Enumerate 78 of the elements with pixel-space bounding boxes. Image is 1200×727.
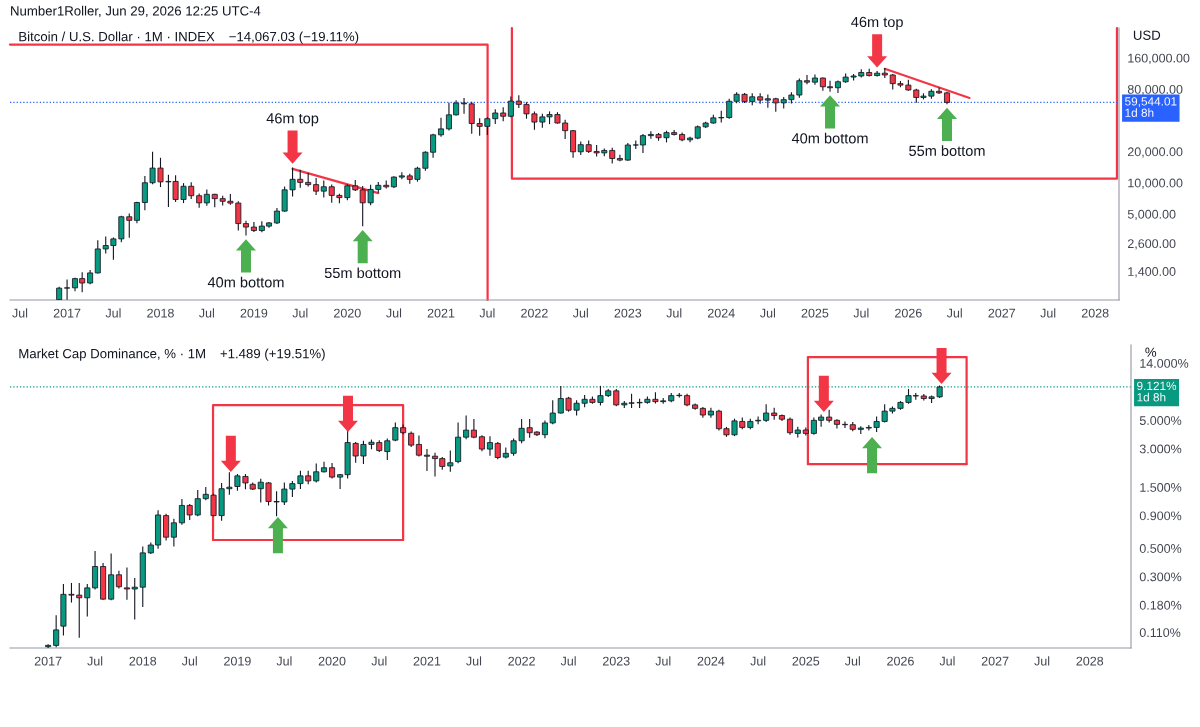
- y-tick-label: 0.900%: [1139, 511, 1182, 521]
- x-tick-label: Jul: [199, 308, 214, 318]
- x-tick-label: Jul: [939, 656, 955, 666]
- annotation: 46m top: [851, 16, 903, 31]
- annotation: 55m bottom: [324, 267, 401, 279]
- chart-subtitle: +1.489 (+19.51%): [220, 348, 325, 361]
- annotation: 46m top: [266, 113, 319, 127]
- x-tick-label: Jul: [105, 308, 121, 318]
- y-axis-title: %: [1145, 347, 1157, 357]
- x-tick-label: 2021: [427, 308, 455, 318]
- y-tick-label: 3.000%: [1139, 444, 1182, 454]
- x-tick-label: 2027: [981, 656, 1009, 666]
- x-tick-label: 2018: [129, 656, 157, 666]
- x-tick-label: Jul: [466, 656, 482, 666]
- x-tick-label: Jul: [946, 308, 962, 318]
- x-tick-label: 2017: [34, 656, 62, 666]
- ref-line-label: 59,544.01 1d 8h: [1125, 97, 1177, 117]
- x-tick-label: Jul: [655, 656, 671, 666]
- x-tick-label: Jul: [760, 308, 775, 318]
- x-tick-label: Jul: [87, 656, 103, 666]
- x-tick-label: Jul: [1034, 656, 1050, 666]
- x-tick-label: 2017: [53, 308, 81, 318]
- x-tick-label: Jul: [371, 656, 387, 666]
- x-tick-label: Jul: [666, 308, 682, 318]
- x-tick-label: Jul: [1040, 308, 1056, 318]
- x-tick-label: 2026: [895, 308, 922, 318]
- ref-line-label: 9.121% 1d 8h: [1137, 381, 1177, 402]
- x-tick-label: 2020: [334, 308, 361, 318]
- x-tick-label: 2019: [240, 308, 268, 318]
- x-tick-label: Jul: [276, 656, 292, 666]
- x-tick-label: 2028: [1076, 656, 1104, 666]
- x-tick-label: Jul: [181, 656, 197, 666]
- x-tick-label: Jul: [479, 308, 495, 318]
- x-tick-label: 2022: [508, 656, 535, 666]
- x-tick-label: Jul: [12, 308, 28, 318]
- annotation: 40m bottom: [207, 276, 284, 288]
- y-tick-label: 14.000%: [1140, 358, 1189, 368]
- x-tick-label: 2020: [318, 656, 346, 666]
- x-tick-label: 2028: [1081, 308, 1109, 318]
- x-tick-label: Jul: [572, 308, 588, 318]
- x-tick-label: Jul: [386, 308, 402, 318]
- y-tick-label: 0.180%: [1139, 600, 1182, 610]
- y-tick-label: 5.000%: [1139, 416, 1182, 425]
- y-tick-label: 80,000.00: [1127, 84, 1183, 96]
- annotation: 55m bottom: [909, 145, 985, 156]
- text: Number1Roller, Jun 29, 2026 12:25 UTC-4: [11, 5, 261, 18]
- x-tick-label: Jul: [750, 656, 766, 666]
- y-tick-label: 10,000.00: [1128, 178, 1183, 189]
- x-tick-label: Jul: [560, 656, 576, 666]
- x-tick-label: 2023: [602, 656, 630, 666]
- x-tick-label: 2026: [887, 656, 914, 666]
- y-tick-label: 2,600.00: [1127, 239, 1176, 250]
- x-tick-label: 2019: [224, 656, 251, 666]
- x-tick-label: 2024: [707, 308, 735, 318]
- x-tick-label: 2025: [792, 656, 820, 666]
- x-tick-label: Jul: [844, 656, 860, 666]
- x-tick-label: 2027: [988, 308, 1016, 318]
- x-tick-label: 2024: [697, 656, 725, 666]
- y-tick-label: 0.110%: [1139, 628, 1181, 638]
- y-tick-label: 160,000.00: [1128, 53, 1190, 65]
- x-tick-label: 2025: [801, 308, 829, 318]
- x-tick-label: 2022: [521, 308, 548, 318]
- x-tick-label: Jul: [853, 308, 869, 318]
- y-tick-label: 1.500%: [1140, 483, 1182, 492]
- x-tick-label: 2021: [413, 656, 441, 666]
- y-tick-label: 5,000.00: [1127, 209, 1176, 221]
- chart-subtitle: −14,067.03 (−19.11%): [229, 31, 359, 44]
- y-tick-label: 20,000.00: [1127, 147, 1183, 158]
- chart-title: Market Cap Dominance, % · 1M: [19, 348, 205, 361]
- x-tick-label: 2023: [614, 308, 642, 318]
- chart-title: Bitcoin / U.S. Dollar · 1M · INDEX: [19, 31, 215, 42]
- y-tick-label: 0.500%: [1139, 544, 1182, 553]
- y-tick-label: 1,400.00: [1128, 267, 1176, 278]
- annotation: 40m bottom: [791, 132, 868, 144]
- x-tick-label: Jul: [292, 308, 308, 318]
- y-axis-title: USD: [1133, 30, 1161, 40]
- x-tick-label: 2018: [147, 308, 174, 318]
- y-tick-label: 0.300%: [1139, 572, 1182, 582]
